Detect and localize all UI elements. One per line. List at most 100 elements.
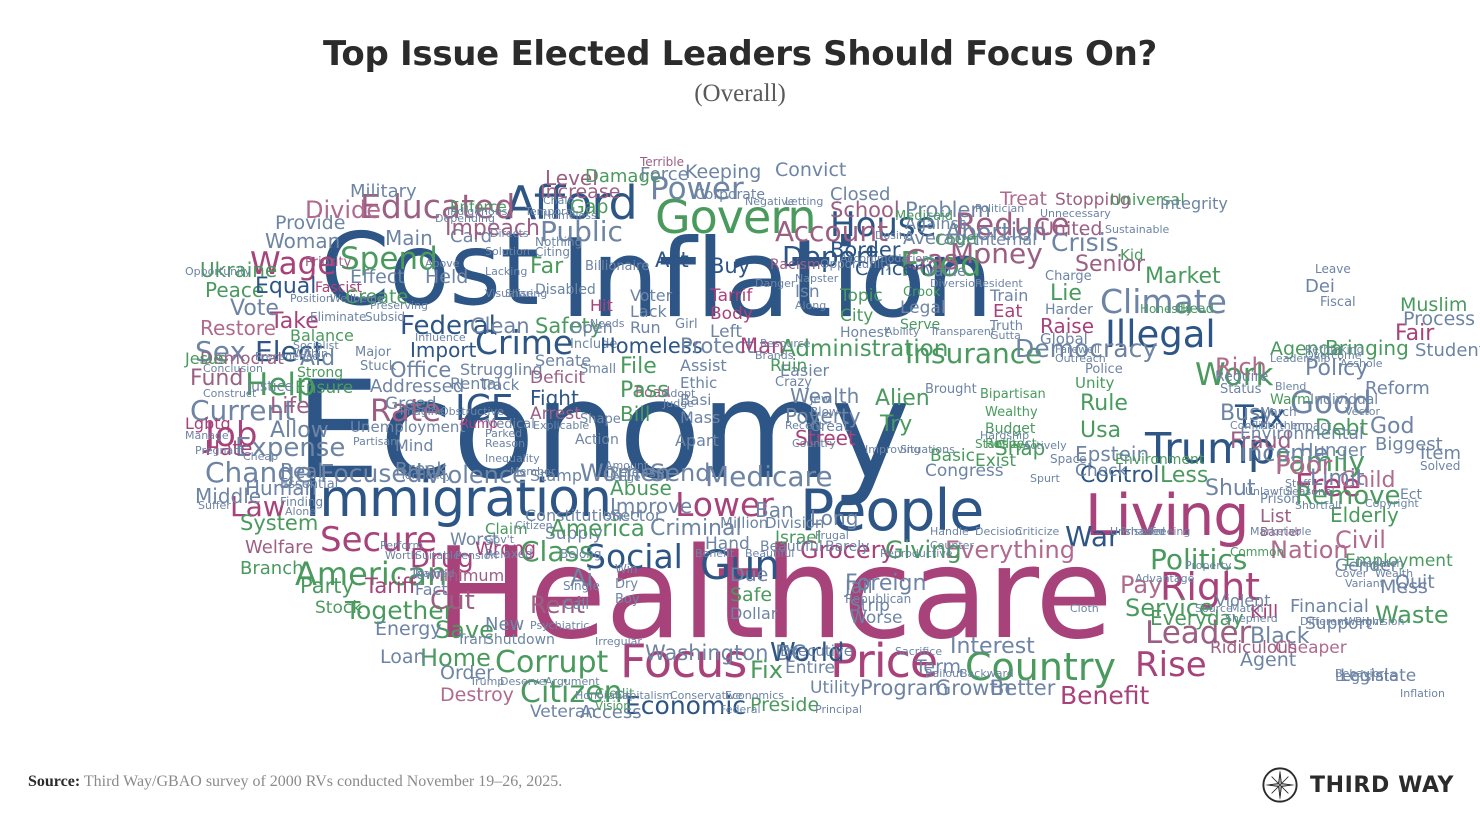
- cloud-word: Cost: [320, 211, 539, 328]
- cloud-word: Ethic: [680, 374, 718, 392]
- cloud-word: Level: [545, 166, 598, 190]
- cloud-word: Assist: [680, 356, 727, 375]
- cloud-word: Tendency: [400, 469, 452, 482]
- cloud-word: Legal: [900, 298, 946, 318]
- cloud-word: Preside: [750, 694, 820, 716]
- cloud-word: Market: [1145, 264, 1221, 289]
- cloud-word: Hardship: [980, 429, 1030, 442]
- cloud-word: Northern: [1260, 419, 1309, 432]
- cloud-word: Aid: [300, 346, 336, 371]
- cloud-word: Amount: [605, 459, 649, 472]
- cloud-word: Cloth: [1070, 602, 1099, 615]
- cloud-word: Recent: [785, 419, 824, 432]
- cloud-word: Cheaper: [1275, 638, 1347, 658]
- cloud-word: Argument: [545, 675, 600, 688]
- cloud-word: Citizen: [520, 675, 623, 710]
- cloud-word: Worse: [850, 608, 903, 628]
- cloud-word: Drug: [410, 544, 474, 574]
- cloud-word: Different: [1300, 615, 1349, 628]
- cloud-word: Capitalism: [615, 689, 674, 702]
- cloud-word: Abuse: [610, 476, 672, 500]
- cloud-word: Brought: [925, 382, 977, 397]
- cloud-word: Lack: [630, 302, 667, 321]
- cloud-word: Financial: [1290, 596, 1369, 617]
- cloud-word: Unlawful: [1245, 485, 1293, 498]
- cloud-word: Criminal: [650, 516, 742, 541]
- cloud-word: Hit: [590, 296, 613, 315]
- cloud-word: Environment: [1115, 452, 1205, 468]
- cloud-word: Current: [190, 394, 296, 427]
- cloud-word: Washington DC: [645, 641, 806, 665]
- cloud-word: Foreign: [845, 571, 927, 596]
- cloud-word: Town: [410, 567, 446, 583]
- cloud-word: Change: [205, 456, 313, 489]
- cloud-word: Everything: [945, 536, 1075, 564]
- cloud-word: Epstein: [1075, 442, 1150, 466]
- cloud-word: Harder: [1045, 302, 1093, 318]
- cloud-word: American: [295, 555, 448, 593]
- cloud-word: Credit: [595, 687, 635, 702]
- cloud-word: Justice: [247, 379, 293, 395]
- cloud-word: Overcome: [1305, 349, 1362, 362]
- cloud-word: Train: [990, 286, 1029, 305]
- cloud-word: Cut: [430, 586, 475, 616]
- cloud-word: Sacrifice: [895, 645, 943, 658]
- cloud-word: Fiscal: [1320, 295, 1356, 310]
- cloud-word: Gov't: [485, 533, 515, 546]
- cloud-word: Create: [345, 286, 409, 308]
- cloud-word: Gender: [1335, 556, 1398, 576]
- cloud-word: Inflation: [1400, 687, 1445, 700]
- cloud-word: Judge: [663, 397, 694, 410]
- cloud-word: Left: [710, 322, 742, 342]
- cloud-word: Suitable: [415, 549, 460, 562]
- cloud-word: Perform: [380, 539, 424, 552]
- cloud-word: Struggling: [460, 360, 543, 379]
- cloud-word: Action: [575, 432, 619, 448]
- cloud-word: Gap: [570, 196, 609, 218]
- cloud-word: Claim: [485, 520, 528, 538]
- cloud-word: Kid: [1120, 246, 1144, 264]
- cloud-word: Protect: [680, 334, 755, 358]
- cloud-word: Pay: [1120, 571, 1163, 599]
- cloud-word: Income: [1240, 439, 1329, 467]
- cloud-word: Stopping: [1055, 190, 1131, 210]
- cloud-word: Improving: [865, 443, 921, 456]
- cloud-word: Secure: [320, 520, 437, 560]
- cloud-word: Leader: [1145, 615, 1252, 651]
- cloud-word: Directs: [490, 227, 529, 240]
- cloud-word: Jesus: [185, 349, 227, 368]
- cloud-word: Help: [245, 367, 316, 403]
- cloud-word: Growth: [935, 676, 1012, 700]
- cloud-word: Class: [520, 535, 594, 568]
- cloud-word: Party: [300, 574, 354, 598]
- cloud-word: Medicare: [705, 460, 833, 493]
- cloud-word: Basic: [930, 446, 976, 466]
- cloud-word: Diversion: [930, 277, 982, 290]
- cloud-word: Policy: [1305, 356, 1369, 381]
- cloud-word: Process: [1403, 308, 1476, 330]
- cloud-word: Crime: [475, 323, 574, 362]
- cloud-word: Leadership: [1270, 352, 1331, 365]
- cloud-word: Rate: [370, 393, 442, 429]
- cloud-word: Job: [205, 415, 258, 455]
- cloud-word: Access: [580, 702, 642, 723]
- cloud-word: Essential: [280, 477, 339, 492]
- cloud-word: Violent: [1215, 591, 1271, 610]
- cloud-word: Crazy: [775, 375, 812, 390]
- cloud-word: Women: [580, 459, 671, 487]
- cloud-word: ICE: [455, 388, 514, 429]
- cloud-word: Fact: [415, 580, 448, 599]
- cloud-word: Civil: [1335, 526, 1386, 554]
- cloud-word: Fascist: [315, 280, 363, 296]
- cloud-word: Provide: [275, 212, 346, 234]
- cloud-word: Leave: [1315, 262, 1351, 276]
- cloud-word: Conflict: [1230, 419, 1272, 432]
- cloud-word: Criticize: [1015, 525, 1060, 538]
- cloud-word: Ai: [570, 564, 594, 592]
- cloud-word: Wealthy: [985, 405, 1038, 420]
- cloud-word: Needs: [590, 317, 625, 330]
- page-title: Top Issue Elected Leaders Should Focus O…: [323, 34, 1157, 74]
- cloud-word: Wealth: [1375, 567, 1414, 580]
- cloud-word: Adopt: [663, 387, 696, 400]
- cloud-word: Try: [880, 412, 913, 437]
